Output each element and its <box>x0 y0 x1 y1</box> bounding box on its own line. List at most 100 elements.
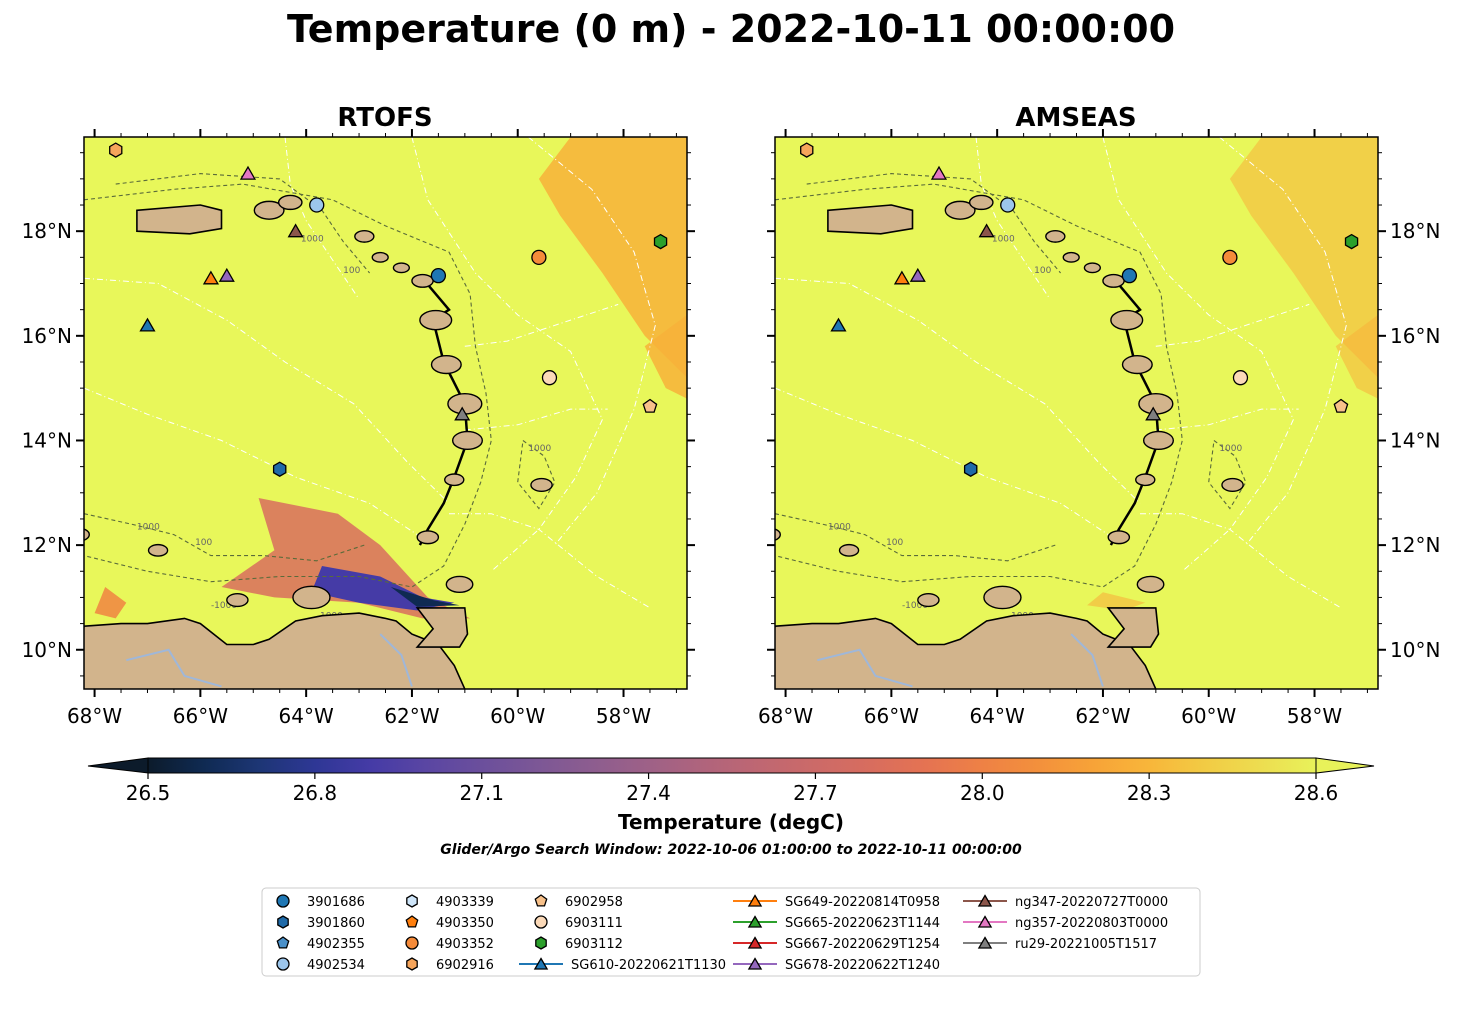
legend-label: SG667-20220629T1254 <box>785 937 940 952</box>
legend-label: SG678-20220622T1240 <box>785 958 940 973</box>
bathymetry-contour <box>115 173 371 274</box>
glider-marker-ng357-20220803T0000 <box>239 165 257 180</box>
bathymetry-contour <box>1208 440 1247 510</box>
glider-marker-ng347-20220727T0000 <box>978 223 995 238</box>
eez-boundary <box>84 277 450 504</box>
lat-tick-label: 12°N <box>22 533 72 557</box>
colorbar-bar <box>147 757 1317 774</box>
glider-marker-SG610-20220621T1130 <box>139 317 156 332</box>
island <box>277 194 303 211</box>
observation-markers <box>800 142 1359 477</box>
eez-boundary <box>527 137 656 546</box>
island <box>354 229 375 243</box>
lon-tick-label: 64°W <box>279 704 334 728</box>
legend-marker-6903112 <box>535 936 547 950</box>
map-panel-rtofs: RTOFS 100010010001000100-1000-100068°W66… <box>22 103 695 728</box>
argo-marker-4903352 <box>531 249 547 265</box>
bathymetry-contour <box>84 513 365 562</box>
colorbar-tick-label: 28.6 <box>1294 781 1339 805</box>
argo-marker-4902534 <box>1000 197 1016 213</box>
legend-marker-6903111 <box>534 915 548 929</box>
lon-tick-label: 62°W <box>1075 704 1130 728</box>
eez-boundary <box>1155 408 1299 431</box>
glider-marker-SG610-20220621T1130 <box>830 317 847 332</box>
island <box>983 585 1022 610</box>
search-window-note: Glider/Argo Search Window: 2022-10-06 01… <box>440 842 1022 858</box>
colorbar-tick-label: 28.3 <box>1127 781 1172 805</box>
trinidad-land <box>415 607 469 648</box>
island <box>917 593 940 608</box>
eez-boundary <box>775 277 1141 504</box>
argo-marker-4902534 <box>309 197 325 213</box>
argo-marker-3901860 <box>272 461 287 477</box>
island <box>226 593 249 608</box>
argo-marker-6903111 <box>541 370 558 386</box>
colorbar-tick-label: 26.5 <box>126 781 171 805</box>
contour-label: 1000 <box>137 522 160 532</box>
island <box>1121 355 1153 375</box>
eez-boundary <box>84 387 418 536</box>
colorbar-tick-label: 26.8 <box>293 781 338 805</box>
legend-label: 4903339 <box>436 895 494 910</box>
island <box>411 273 434 288</box>
map-panel-amseas: AMSEAS 100010010001000100-1000-100068°W6… <box>722 103 1440 728</box>
legend-marker-SG649-20220814T0958 <box>747 894 763 907</box>
island <box>253 200 285 220</box>
legend-label: ng357-20220803T0000 <box>1015 916 1168 931</box>
island <box>1142 430 1174 451</box>
legend-marker-4903350 <box>405 915 419 928</box>
legend-label: 4903350 <box>436 916 494 931</box>
island <box>371 251 389 263</box>
contour-label: 100 <box>195 538 212 548</box>
legend-label: 6903111 <box>565 916 623 931</box>
colorbar-label: Temperature (degC) <box>618 810 844 834</box>
argo-marker-3901686 <box>1121 268 1138 284</box>
island <box>451 430 483 451</box>
colorbar: 26.5 26.8 27.1 27.4 27.7 28.0 28.3 28.6 Tempera… <box>87 757 1375 834</box>
lat-tick-label: 12°N <box>1390 533 1440 557</box>
lat-tick-label: 16°N <box>22 324 72 348</box>
trinidad-land <box>1106 607 1160 648</box>
lon-tick-label: 68°W <box>67 704 122 728</box>
legend-label: ru29-20221005T1517 <box>1015 937 1157 952</box>
argo-marker-6902958 <box>1333 398 1349 413</box>
warm-coastal-patch <box>94 587 127 619</box>
island <box>722 528 754 547</box>
coldest-water-core <box>390 587 460 607</box>
glider-marker-ru29-20221005T1517 <box>454 406 471 421</box>
legend-label: SG610-20220621T1130 <box>571 958 726 973</box>
observation-markers <box>109 142 668 477</box>
island <box>416 530 440 545</box>
cool-water-plume <box>221 498 471 619</box>
legend: 3901686 3901860 4902355 4902534 4903339 49033… <box>261 887 1201 977</box>
lon-tick-label: 68°W <box>758 704 813 728</box>
island <box>447 392 483 415</box>
eez-boundary <box>464 303 619 347</box>
island <box>84 528 90 541</box>
island <box>1136 575 1165 593</box>
eez-boundary <box>1218 137 1347 546</box>
legend-marker-SG678-20220622T1240 <box>747 957 763 970</box>
contour-label: 1000 <box>992 235 1015 245</box>
warm-water-region <box>538 137 687 378</box>
legend-label: 6902916 <box>436 958 494 973</box>
island <box>944 200 976 220</box>
contour-label: 1000 <box>528 444 551 454</box>
colorbar-tick-label: 28.0 <box>960 781 1005 805</box>
legend-label: 6903112 <box>565 937 623 952</box>
argo-marker-6903112 <box>653 233 668 250</box>
legend-marker-4902534 <box>276 957 290 971</box>
island <box>445 575 474 593</box>
legend-marker-SG610-20220621T1130 <box>533 957 549 970</box>
island <box>1135 473 1156 487</box>
lon-tick-label: 64°W <box>970 704 1025 728</box>
warm-water-region <box>1335 314 1378 399</box>
lat-tick-label: 10°N <box>1390 638 1440 662</box>
warm-water-region <box>644 314 687 399</box>
legend-marker-4902355 <box>276 936 290 949</box>
island <box>430 355 462 375</box>
colorbar-tick-label: 27.4 <box>626 781 671 805</box>
lat-tick-label: 10°N <box>22 638 72 662</box>
south-america-land <box>775 612 1157 689</box>
